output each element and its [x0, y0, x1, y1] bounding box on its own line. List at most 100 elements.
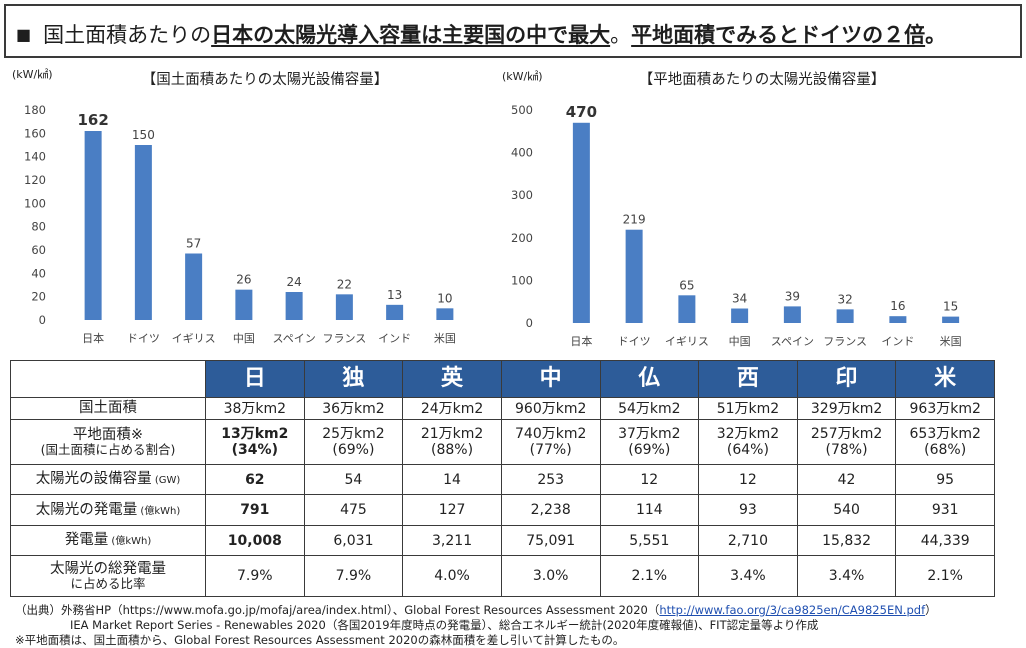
- table-cell: 127: [402, 494, 502, 526]
- table-row: 太陽光の設備容量 (GW) 62 54 14 253 12 12 42 95: [10, 463, 995, 496]
- cell-value: 14: [443, 471, 461, 488]
- row-label: 太陽光の発電量 (億kWh): [10, 494, 206, 526]
- bar-7: [942, 316, 960, 323]
- table-cell: 5,551: [599, 524, 700, 557]
- table-cell: 12: [599, 463, 700, 496]
- chart-flat-area-svg: 【平地面積あたりの太陽光設備容量】 (kW/㎢) 0 100 200 300 400 500 4…: [502, 70, 962, 348]
- y-axis-unit: (kW/㎢): [12, 68, 53, 81]
- cell-value: 10,008: [227, 532, 282, 549]
- y-tick-label: 0: [526, 316, 533, 330]
- data-label: 16: [890, 299, 905, 313]
- cell-value: 93: [739, 502, 757, 519]
- data-label: 470: [566, 103, 597, 121]
- cell-percentage: (69%): [332, 442, 375, 459]
- table-cell: 3.0%: [500, 555, 601, 597]
- table-cell: 44,339: [895, 524, 995, 557]
- y-tick-label: 120: [24, 173, 46, 187]
- cell-value: 37万km2: [618, 426, 681, 443]
- table-cell: 95: [895, 463, 995, 496]
- x-category-label: フランス: [322, 332, 366, 345]
- source-line-1: （出典）外務省HP（https://www.mofa.go.jp/mofaj/a…: [15, 603, 937, 618]
- table-cell: 963万km2: [895, 396, 995, 421]
- table-cell: 3,211: [402, 524, 502, 557]
- table-cell: 15,832: [796, 524, 897, 557]
- x-category-label: ドイツ: [618, 335, 651, 348]
- x-category-label: イギリス: [172, 332, 216, 345]
- cell-value: 540: [833, 502, 860, 519]
- table-cell: 93: [698, 494, 798, 526]
- y-tick-label: 500: [511, 103, 533, 117]
- table-cell: 960万km2: [500, 396, 601, 421]
- bar-4: [285, 292, 303, 320]
- header-box: ■ 国土面積あたりの日本の太陽光導入容量は主要国の中で最大。平地面積でみるとドイツ…: [4, 4, 1022, 58]
- chart-title: 【国土面積あたりの太陽光設備容量】: [142, 71, 389, 88]
- bar-0: [84, 131, 102, 320]
- cell-value: 25万km2: [322, 426, 385, 443]
- cell-value: 32万km2: [716, 426, 780, 443]
- cell-value: 475: [340, 502, 367, 519]
- cell-value: 5,551: [629, 532, 670, 549]
- cell-percentage: (34%): [231, 442, 278, 459]
- data-label: 34: [732, 292, 747, 306]
- y-tick-label: 300: [511, 188, 533, 202]
- row-label: 平地面積※ (国土面積に占める割合): [10, 419, 206, 465]
- row-label-text: 太陽光の総発電量: [50, 560, 166, 577]
- headline-period2: 。: [925, 23, 947, 47]
- table-row: 太陽光の発電量 (億kWh) 791 475 127 2,238 114 93 540 931: [10, 494, 995, 526]
- cell-value: 7.9%: [335, 568, 372, 585]
- headline-part1: 国土面積あたりの: [43, 23, 212, 47]
- row-label-sub: に占める比率: [70, 576, 146, 592]
- cell-value: 7.9%: [237, 568, 273, 585]
- cell-value: 12: [640, 471, 659, 488]
- source-notes: （出典）外務省HP（https://www.mofa.go.jp/mofaj/a…: [15, 603, 937, 648]
- row-label-text: 太陽光の設備容量: [35, 471, 152, 488]
- cell-value: 62: [245, 471, 265, 488]
- y-tick-label: 140: [24, 150, 46, 164]
- cell-value: 38万km2: [223, 400, 287, 417]
- row-label-text: 発電量: [64, 532, 109, 549]
- table-row: 太陽光の総発電量 に占める比率 7.9% 7.9% 4.0% 3.0% 2.1% 3.4% 3.…: [10, 555, 995, 597]
- data-label: 26: [236, 273, 251, 287]
- bar-2: [185, 253, 203, 320]
- x-category-label: 中国: [233, 332, 255, 345]
- row-label-text: 太陽光の発電量: [35, 501, 138, 518]
- cell-value: 653万km2: [909, 426, 981, 443]
- chart-land-area: 【国土面積あたりの太陽光設備容量】 (kW/㎢) 0 20 40 60 80 100 120 14…: [0, 62, 490, 352]
- cell-value: 791: [240, 502, 270, 519]
- cell-value: 253: [537, 471, 565, 488]
- x-category-label: イギリス: [665, 335, 709, 348]
- table-cell: 51万km2: [698, 396, 798, 421]
- data-label: 162: [77, 111, 108, 129]
- table-cell: 12: [698, 463, 798, 496]
- headline-period1: 。: [610, 23, 632, 47]
- table-row: 発電量 (億kWh) 10,008 6,031 3,211 75,091 5,551 2,7…: [10, 524, 995, 557]
- cell-value: 960万km2: [515, 400, 587, 417]
- fao-link[interactable]: http://www.fao.org/3/ca9825en/CA9825EN.p…: [659, 603, 926, 617]
- bar-1: [625, 229, 643, 323]
- cell-value: 21万km2: [420, 426, 484, 443]
- data-label: 15: [943, 300, 958, 314]
- row-label-sub: (国土面積に占める割合): [40, 442, 176, 458]
- x-category-label: 米国: [940, 335, 962, 348]
- data-label: 24: [286, 275, 301, 289]
- cell-value: 44,339: [920, 532, 970, 549]
- bar-5: [335, 294, 353, 320]
- data-label: 32: [837, 292, 852, 306]
- chart-land-area-svg: 【国土面積あたりの太陽光設備容量】 (kW/㎢) 0 20 40 60 80 100 120 14…: [12, 68, 456, 345]
- country-header-fr: 仏: [599, 360, 700, 398]
- row-label-unit: (GW): [151, 475, 181, 487]
- cell-value: 51万km2: [716, 400, 780, 417]
- table-cell: 36万km2: [303, 396, 404, 421]
- x-category-label: 米国: [434, 332, 456, 345]
- cell-value: 2.1%: [631, 568, 668, 585]
- table-cell: 25万km2 (69%): [303, 419, 404, 465]
- bar-3: [235, 289, 253, 320]
- y-tick-label: 400: [511, 146, 533, 160]
- cell-percentage: (64%): [726, 442, 769, 459]
- table-row: 国土面積 38万km2 36万km2 24万km2 960万km2 54万km2 51万km…: [10, 396, 995, 421]
- cell-value: 3.4%: [828, 568, 865, 585]
- y-tick-label: 40: [31, 266, 46, 280]
- table-cell: 257万km2 (78%): [796, 419, 897, 465]
- country-header-us: 米: [895, 360, 995, 398]
- bar-6: [386, 304, 404, 320]
